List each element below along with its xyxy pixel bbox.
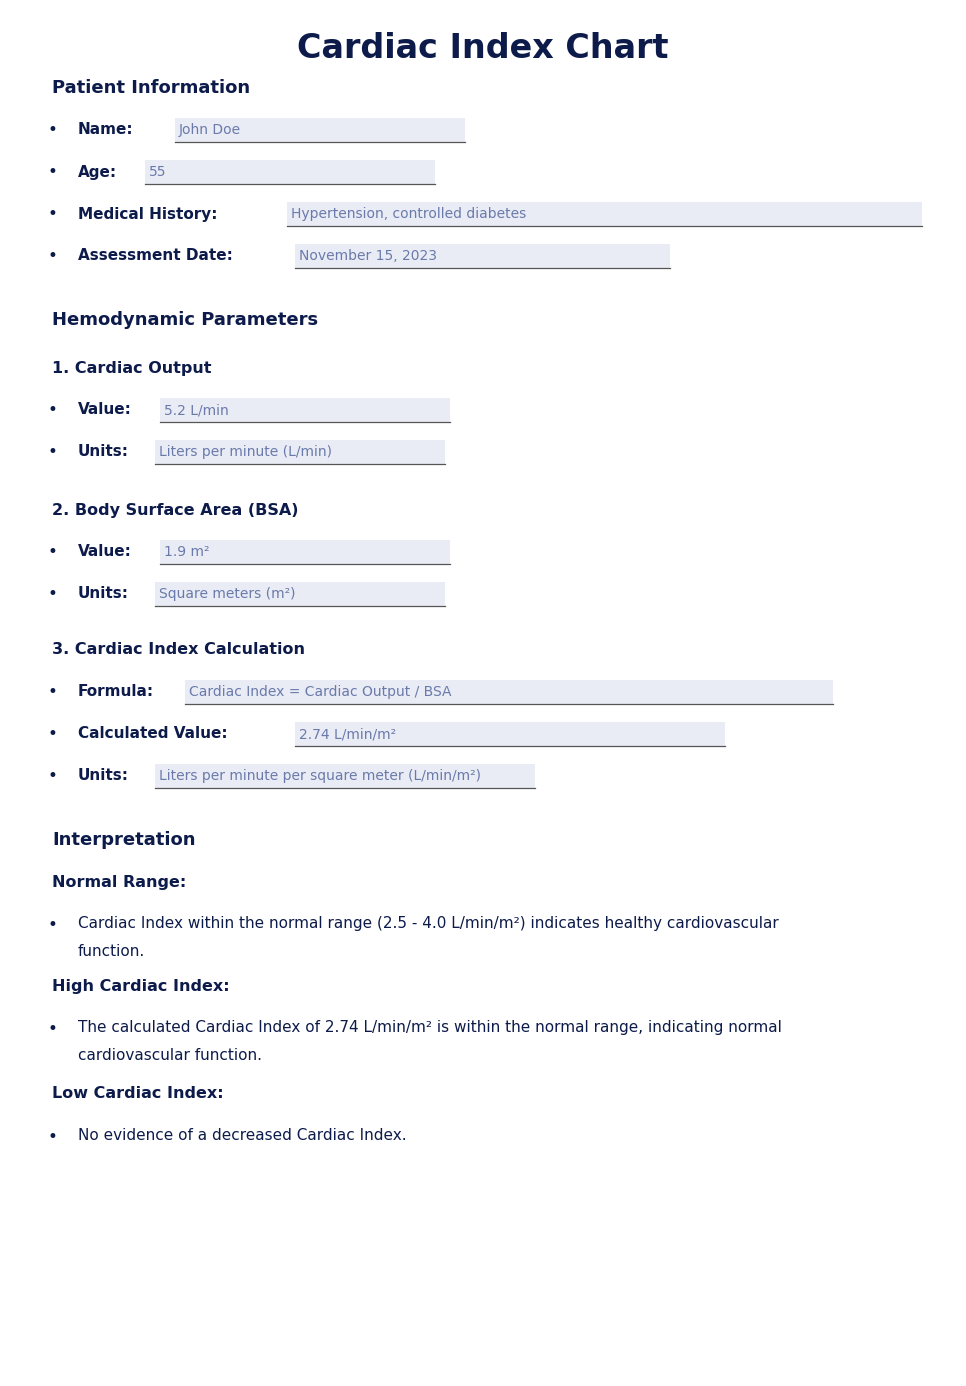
FancyBboxPatch shape bbox=[175, 118, 465, 141]
Text: •: • bbox=[47, 164, 57, 182]
Text: 5.2 L/min: 5.2 L/min bbox=[164, 403, 229, 417]
Text: November 15, 2023: November 15, 2023 bbox=[299, 249, 437, 263]
Text: 2. Body Surface Area (BSA): 2. Body Surface Area (BSA) bbox=[52, 503, 298, 517]
Text: 1.9 m²: 1.9 m² bbox=[164, 545, 210, 559]
Text: Liters per minute (L/min): Liters per minute (L/min) bbox=[159, 445, 332, 459]
Text: •: • bbox=[47, 916, 57, 934]
Text: •: • bbox=[47, 1128, 57, 1146]
Text: Medical History:: Medical History: bbox=[78, 207, 217, 222]
Text: Cardiac Index = Cardiac Output / BSA: Cardiac Index = Cardiac Output / BSA bbox=[189, 685, 451, 699]
Text: •: • bbox=[47, 585, 57, 603]
Text: Square meters (m²): Square meters (m²) bbox=[159, 588, 296, 602]
Text: High Cardiac Index:: High Cardiac Index: bbox=[52, 979, 230, 994]
Text: •: • bbox=[47, 121, 57, 139]
Text: Units:: Units: bbox=[78, 586, 129, 602]
Text: No evidence of a decreased Cardiac Index.: No evidence of a decreased Cardiac Index… bbox=[78, 1128, 407, 1143]
Text: •: • bbox=[47, 1020, 57, 1038]
Text: John Doe: John Doe bbox=[179, 123, 242, 137]
FancyBboxPatch shape bbox=[295, 244, 670, 267]
Text: Cardiac Index Chart: Cardiac Index Chart bbox=[298, 32, 668, 65]
Text: Units:: Units: bbox=[78, 768, 129, 783]
FancyBboxPatch shape bbox=[155, 582, 445, 606]
Text: •: • bbox=[47, 444, 57, 462]
Text: •: • bbox=[47, 401, 57, 419]
Text: Calculated Value:: Calculated Value: bbox=[78, 726, 228, 742]
Text: •: • bbox=[47, 725, 57, 743]
Text: Interpretation: Interpretation bbox=[52, 832, 195, 850]
Text: 2.74 L/min/m²: 2.74 L/min/m² bbox=[299, 728, 396, 742]
Text: Normal Range:: Normal Range: bbox=[52, 875, 186, 890]
Text: 3. Cardiac Index Calculation: 3. Cardiac Index Calculation bbox=[52, 643, 305, 657]
Text: Cardiac Index within the normal range (2.5 - 4.0 L/min/m²) indicates healthy car: Cardiac Index within the normal range (2… bbox=[78, 916, 779, 931]
Text: •: • bbox=[47, 766, 57, 784]
FancyBboxPatch shape bbox=[185, 681, 833, 704]
Text: Low Cardiac Index:: Low Cardiac Index: bbox=[52, 1087, 223, 1102]
Text: cardiovascular function.: cardiovascular function. bbox=[78, 1048, 262, 1063]
Text: 55: 55 bbox=[149, 165, 166, 179]
Text: The calculated Cardiac Index of 2.74 L/min/m² is within the normal range, indica: The calculated Cardiac Index of 2.74 L/m… bbox=[78, 1020, 781, 1035]
Text: •: • bbox=[47, 247, 57, 265]
Text: Value:: Value: bbox=[78, 402, 132, 417]
Text: Formula:: Formula: bbox=[78, 685, 155, 700]
Text: •: • bbox=[47, 205, 57, 223]
Text: •: • bbox=[47, 543, 57, 561]
Text: Hypertension, controlled diabetes: Hypertension, controlled diabetes bbox=[291, 207, 526, 220]
FancyBboxPatch shape bbox=[155, 764, 535, 789]
Text: Units:: Units: bbox=[78, 445, 129, 460]
FancyBboxPatch shape bbox=[160, 398, 450, 421]
Text: 1. Cardiac Output: 1. Cardiac Output bbox=[52, 360, 212, 376]
Text: Value:: Value: bbox=[78, 545, 132, 560]
Text: Liters per minute per square meter (L/min/m²): Liters per minute per square meter (L/mi… bbox=[159, 769, 481, 783]
FancyBboxPatch shape bbox=[295, 722, 725, 746]
FancyBboxPatch shape bbox=[160, 541, 450, 564]
Text: •: • bbox=[47, 683, 57, 701]
FancyBboxPatch shape bbox=[155, 439, 445, 464]
FancyBboxPatch shape bbox=[287, 202, 922, 226]
Text: Age:: Age: bbox=[78, 165, 117, 180]
Text: Name:: Name: bbox=[78, 122, 133, 137]
Text: function.: function. bbox=[78, 944, 145, 959]
FancyBboxPatch shape bbox=[145, 159, 435, 184]
Text: Assessment Date:: Assessment Date: bbox=[78, 248, 233, 263]
Text: Hemodynamic Parameters: Hemodynamic Parameters bbox=[52, 310, 318, 328]
Text: Patient Information: Patient Information bbox=[52, 79, 250, 97]
